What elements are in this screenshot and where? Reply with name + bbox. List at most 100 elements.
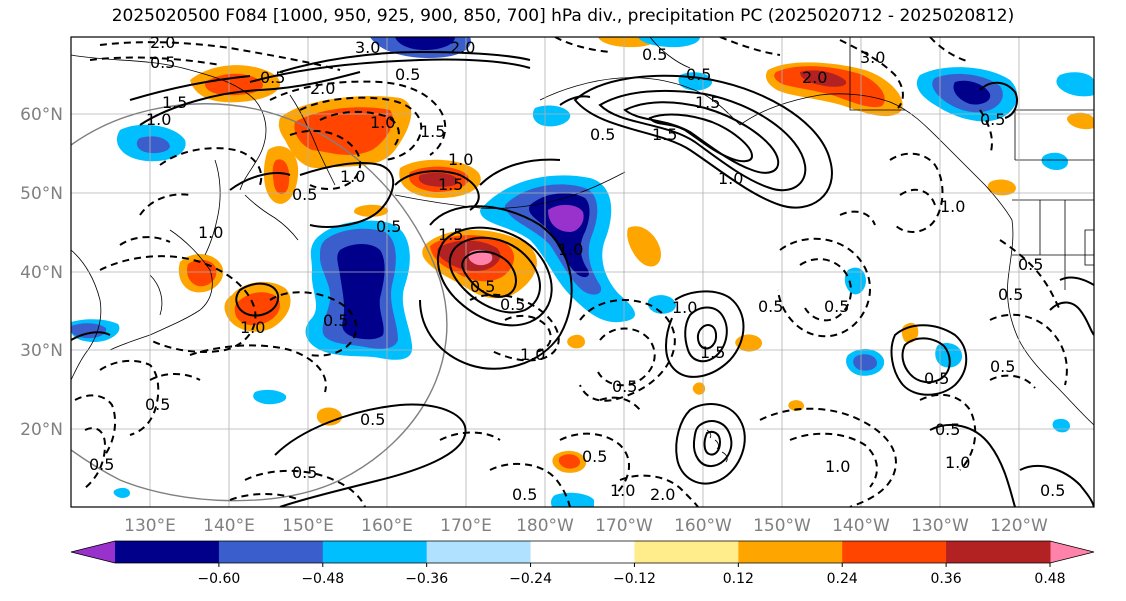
lon-label: 130°W	[911, 516, 969, 536]
contour-label: 1.0	[672, 298, 697, 317]
contour-label: 0.5	[758, 297, 783, 316]
colorbar-segment	[115, 541, 220, 563]
contour-label: 2.0	[450, 38, 475, 57]
contour-label: 0.5	[612, 377, 637, 396]
contour-label: 0.5	[360, 410, 385, 429]
contour-label: 0.5	[260, 68, 285, 87]
lon-label: 160°W	[674, 516, 732, 536]
contour-label: 0.5	[292, 185, 317, 204]
lon-label: 120°W	[990, 516, 1048, 536]
colorbar-tick-label: 0.12	[723, 571, 754, 587]
contour-label: 3.0	[860, 48, 885, 67]
contour-label: 0.5	[145, 395, 170, 414]
contour-label: 0.5	[686, 65, 711, 84]
lon-label: 170°E	[440, 516, 492, 536]
contour-label: 1.0	[340, 167, 365, 186]
contour-label: 0.5	[935, 420, 960, 439]
contour-label: 0.5	[500, 295, 525, 314]
lon-label: 150°W	[753, 516, 811, 536]
map-area: 3.0 2.0 2.0 0.5 0.5 1.5 1.0 2.0 1.0 1.5 …	[71, 33, 1094, 507]
chart-title: 2025020500 F084 [1000, 950, 925, 900, 85…	[111, 6, 1015, 26]
colorbar-tick-label: −0.60	[197, 571, 240, 587]
range-circle	[71, 103, 448, 502]
contour-label: 2.0	[802, 68, 827, 87]
contour-label: 1.5	[420, 122, 445, 141]
contour-label: 1.0	[558, 240, 583, 259]
colorbar: −0.60 −0.48 −0.36 −0.24 −0.12 0.12 0.24 0.36 0.4…	[70, 540, 1095, 587]
contour-label: 1.0	[198, 223, 223, 242]
colorbar-segment	[322, 541, 428, 563]
lon-label: 160°E	[361, 516, 413, 536]
contour-label: 0.5	[998, 285, 1023, 304]
contour-label: 2.0	[650, 485, 675, 504]
colorbar-segment	[634, 541, 739, 563]
contour-label: 1.5	[652, 125, 677, 144]
contour-label: 1.5	[700, 343, 725, 362]
contour-label: 0.5	[395, 65, 420, 84]
contour-label: 0.5	[1040, 481, 1065, 500]
colorbar-segment	[218, 541, 324, 563]
lat-label: 40°N	[20, 263, 63, 283]
contour-label: 1.0	[370, 113, 395, 132]
contour-label: 1.0	[146, 110, 171, 129]
contour-label: 1.0	[945, 453, 970, 472]
contour-label: 0.5	[582, 447, 607, 466]
coastlines	[71, 37, 1094, 463]
contour-label: 0.5	[980, 110, 1005, 129]
lon-label: 130°E	[124, 516, 176, 536]
colorbar-tick-label: −0.24	[509, 571, 552, 587]
contour-label: 1.0	[825, 457, 850, 476]
contour-labels: 3.0 2.0 2.0 0.5 0.5 1.5 1.0 2.0 1.0 1.5 …	[89, 33, 1065, 504]
contour-label: 1.0	[520, 345, 545, 364]
contour-label: 0.5	[824, 297, 849, 316]
contour-label: 1.5	[162, 93, 187, 112]
contour-label: 0.5	[470, 277, 495, 296]
colorbar-segment	[426, 541, 532, 563]
contour-label: 0.5	[642, 45, 667, 64]
contour-label: 0.5	[590, 125, 615, 144]
colorbar-extend-high	[1050, 541, 1094, 563]
colorbar-tick-label: 0.36	[931, 571, 962, 587]
lat-label: 30°N	[20, 341, 63, 361]
colorbar-tick-label: −0.48	[301, 571, 344, 587]
contour-label: 1.0	[610, 481, 635, 500]
contour-label: 1.0	[448, 150, 473, 169]
colorbar-segment	[530, 541, 635, 563]
longitude-labels: 130°E 140°E 150°E 160°E 170°E 180°W 170°…	[124, 516, 1048, 536]
shading-layer	[71, 37, 1094, 507]
contour-label: 1.5	[695, 93, 720, 112]
latitude-labels: 60°N 50°N 40°N 30°N 20°N	[20, 105, 63, 440]
lon-label: 170°W	[595, 516, 653, 536]
lon-label: 140°E	[203, 516, 255, 536]
contour-label: 0.5	[323, 311, 348, 330]
contour-label: 2.0	[310, 79, 335, 98]
map-frame	[70, 36, 1095, 508]
contour-label: 0.5	[512, 485, 537, 504]
contour-label: 0.5	[89, 455, 114, 474]
contour-label: 1.0	[240, 318, 265, 337]
contour-label: 0.5	[376, 217, 401, 236]
contour-label: 0.5	[150, 53, 175, 72]
colorbar-tick-label: 0.24	[827, 571, 858, 587]
contour-label: 1.0	[940, 197, 965, 216]
contour-label: 1.5	[438, 225, 463, 244]
lon-label: 180°W	[516, 516, 574, 536]
lat-label: 50°N	[20, 184, 63, 204]
lon-label: 150°E	[282, 516, 334, 536]
contour-label: 0.5	[990, 357, 1015, 376]
colorbar-segment	[946, 541, 1051, 563]
solid-contours	[71, 50, 1094, 507]
colorbar-segment	[842, 541, 947, 563]
colorbar-tick-label: 0.48	[1034, 571, 1065, 587]
contour-label: 0.5	[1018, 255, 1043, 274]
lat-label: 60°N	[20, 105, 63, 125]
contour-label: 1.0	[718, 169, 743, 188]
contour-label: 1.5	[438, 175, 463, 194]
colorbar-extend-low	[71, 541, 115, 563]
lon-label: 140°W	[832, 516, 890, 536]
dashed-contours	[74, 37, 1068, 507]
colorbar-tick-label: −0.36	[405, 571, 448, 587]
colorbar-segment	[738, 541, 843, 563]
contour-label: 2.0	[150, 33, 175, 52]
colorbar-tick-label: −0.12	[613, 571, 656, 587]
